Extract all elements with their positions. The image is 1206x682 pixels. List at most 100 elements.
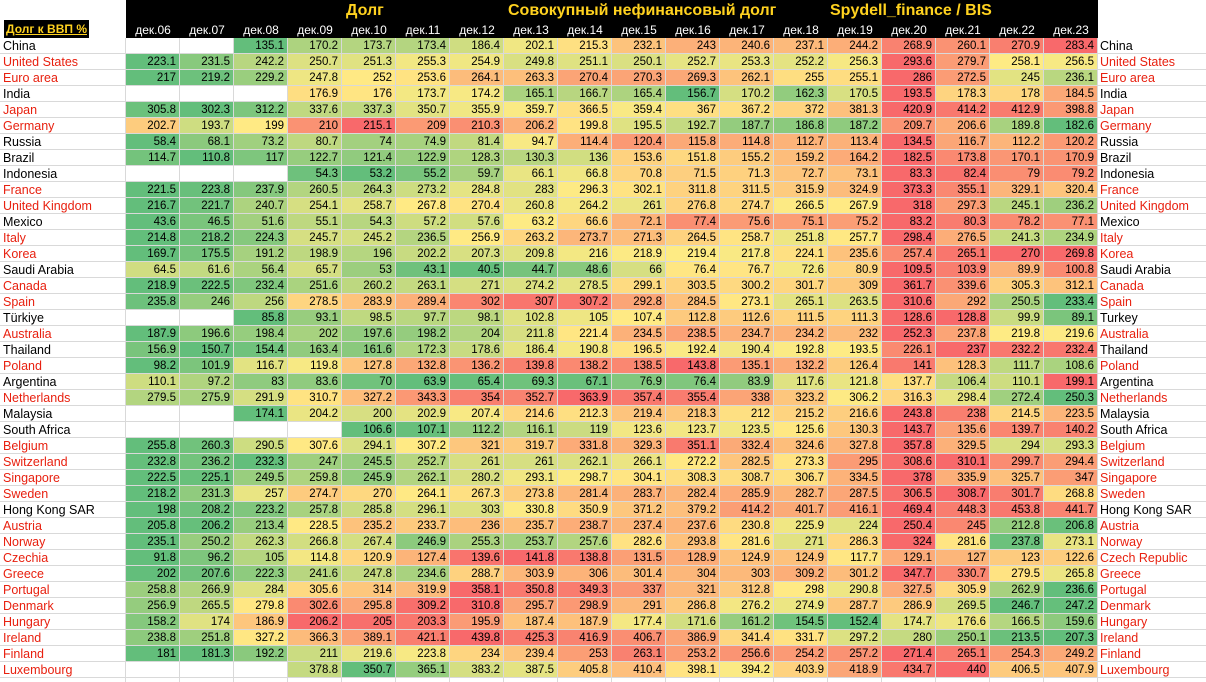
table-cell[interactable]: 66.6: [558, 214, 611, 230]
row-label-country[interactable]: China: [3, 39, 36, 53]
table-cell[interactable]: 288.7: [450, 566, 503, 582]
table-cell[interactable]: 280.2: [450, 470, 503, 486]
table-cell[interactable]: 335.9: [936, 470, 989, 486]
table-cell[interactable]: 78.2: [990, 214, 1043, 230]
row-label-country-right[interactable]: Switzerland: [1100, 455, 1165, 469]
table-cell[interactable]: 274.7: [720, 198, 773, 214]
table-cell[interactable]: 111.3: [828, 310, 881, 326]
table-cell[interactable]: 266.1: [612, 454, 665, 470]
table-cell[interactable]: 223.1: [126, 54, 179, 70]
table-cell[interactable]: 301.7: [990, 486, 1043, 502]
table-cell[interactable]: 119.8: [288, 358, 341, 374]
table-cell[interactable]: 111.7: [990, 358, 1043, 374]
table-cell[interactable]: 170.9: [1044, 150, 1097, 166]
table-cell[interactable]: 218.2: [180, 230, 233, 246]
table-cell[interactable]: [126, 166, 179, 182]
table-cell[interactable]: 124.9: [720, 550, 773, 566]
table-cell[interactable]: 247: [288, 454, 341, 470]
table-cell[interactable]: 228.5: [288, 518, 341, 534]
table-cell[interactable]: 260.2: [342, 278, 395, 294]
table-cell[interactable]: 187.2: [828, 118, 881, 134]
table-cell[interactable]: 261: [450, 454, 503, 470]
table-cell[interactable]: 241.6: [288, 566, 341, 582]
table-cell[interactable]: [126, 662, 179, 678]
table-cell[interactable]: 254.1: [288, 198, 341, 214]
table-cell[interactable]: 138.2: [558, 358, 611, 374]
table-cell[interactable]: 221.5: [126, 182, 179, 198]
table-cell[interactable]: 219.2: [180, 70, 233, 86]
row-label-country-right[interactable]: Netherlands: [1100, 391, 1168, 405]
row-label-country-right[interactable]: Argentina: [1100, 375, 1154, 389]
table-cell[interactable]: 273.7: [558, 230, 611, 246]
table-cell[interactable]: 231.3: [180, 486, 233, 502]
row-label-country-right[interactable]: Czech Republic: [1100, 551, 1188, 565]
table-cell[interactable]: 296.1: [396, 502, 449, 518]
table-cell[interactable]: 302.3: [180, 102, 233, 118]
table-cell[interactable]: 271: [774, 534, 827, 550]
table-cell[interactable]: 65.7: [288, 262, 341, 278]
table-cell[interactable]: 112.2: [990, 134, 1043, 150]
table-cell[interactable]: 128.6: [882, 310, 935, 326]
table-cell[interactable]: 106.6: [342, 422, 395, 438]
table-cell[interactable]: 234: [450, 646, 503, 662]
table-cell[interactable]: 155.2: [720, 150, 773, 166]
table-cell[interactable]: 332.4: [720, 438, 773, 454]
row-label-country-right[interactable]: Finland: [1100, 647, 1141, 661]
table-cell[interactable]: 298.7: [558, 470, 611, 486]
table-cell[interactable]: 235.7: [504, 518, 557, 534]
table-cell[interactable]: 270: [990, 246, 1043, 262]
row-label-country[interactable]: Hong Kong SAR: [3, 503, 95, 517]
table-cell[interactable]: 229.2: [234, 70, 287, 86]
table-cell[interactable]: 355.1: [936, 182, 989, 198]
table-cell[interactable]: 318: [882, 198, 935, 214]
table-cell[interactable]: [180, 662, 233, 678]
table-cell[interactable]: 287.5: [828, 486, 881, 502]
table-cell[interactable]: 117.6: [774, 374, 827, 390]
table-cell[interactable]: 224: [828, 518, 881, 534]
table-cell[interactable]: 367.2: [720, 102, 773, 118]
table-cell[interactable]: 195.9: [450, 614, 503, 630]
table-cell[interactable]: 302: [450, 294, 503, 310]
row-label-country-right[interactable]: Sweden: [1100, 487, 1146, 501]
table-cell[interactable]: 123.7: [666, 422, 719, 438]
table-cell[interactable]: 262.1: [558, 454, 611, 470]
table-cell[interactable]: 128.8: [936, 310, 989, 326]
table-cell[interactable]: 162.3: [774, 86, 827, 102]
table-cell[interactable]: 264.1: [396, 486, 449, 502]
table-cell[interactable]: 347: [1044, 470, 1097, 486]
table-cell[interactable]: 349.3: [558, 582, 611, 598]
table-cell[interactable]: 222.5: [126, 470, 179, 486]
table-cell[interactable]: 128.9: [666, 550, 719, 566]
table-cell[interactable]: [180, 406, 233, 422]
row-label-country[interactable]: Korea: [3, 247, 37, 261]
table-cell[interactable]: 204: [450, 326, 503, 342]
table-cell[interactable]: 262.3: [234, 534, 287, 550]
row-label-country-right[interactable]: Korea: [1100, 247, 1134, 261]
table-cell[interactable]: 176.9: [288, 86, 341, 102]
row-label-country[interactable]: Hungary: [3, 615, 51, 629]
row-label-country[interactable]: Brazil: [3, 151, 35, 165]
table-cell[interactable]: 174.1: [234, 406, 287, 422]
row-label-country[interactable]: United Kingdom: [3, 199, 92, 213]
table-cell[interactable]: 274.2: [504, 278, 557, 294]
table-cell[interactable]: 152.4: [828, 614, 881, 630]
table-cell[interactable]: 245.7: [288, 230, 341, 246]
table-cell[interactable]: 186.8: [774, 118, 827, 134]
table-cell[interactable]: 173.7: [342, 38, 395, 54]
table-cell[interactable]: 261: [504, 454, 557, 470]
table-cell[interactable]: 83.9: [720, 374, 773, 390]
table-cell[interactable]: 416.9: [558, 630, 611, 646]
table-cell[interactable]: [126, 38, 179, 54]
table-cell[interactable]: 285.8: [342, 502, 395, 518]
table-cell[interactable]: 44.7: [504, 262, 557, 278]
table-cell[interactable]: 253: [558, 646, 611, 662]
table-cell[interactable]: 66.8: [558, 166, 611, 182]
table-cell[interactable]: 256: [234, 294, 287, 310]
table-cell[interactable]: 254.2: [774, 646, 827, 662]
table-cell[interactable]: 80.9: [828, 262, 881, 278]
row-label-country[interactable]: Greece: [3, 567, 44, 581]
row-label-country-right[interactable]: Euro area: [1100, 71, 1155, 85]
row-label-country[interactable]: Belgium: [3, 439, 49, 453]
table-cell[interactable]: 311.5: [720, 182, 773, 198]
table-cell[interactable]: 250.1: [612, 54, 665, 70]
